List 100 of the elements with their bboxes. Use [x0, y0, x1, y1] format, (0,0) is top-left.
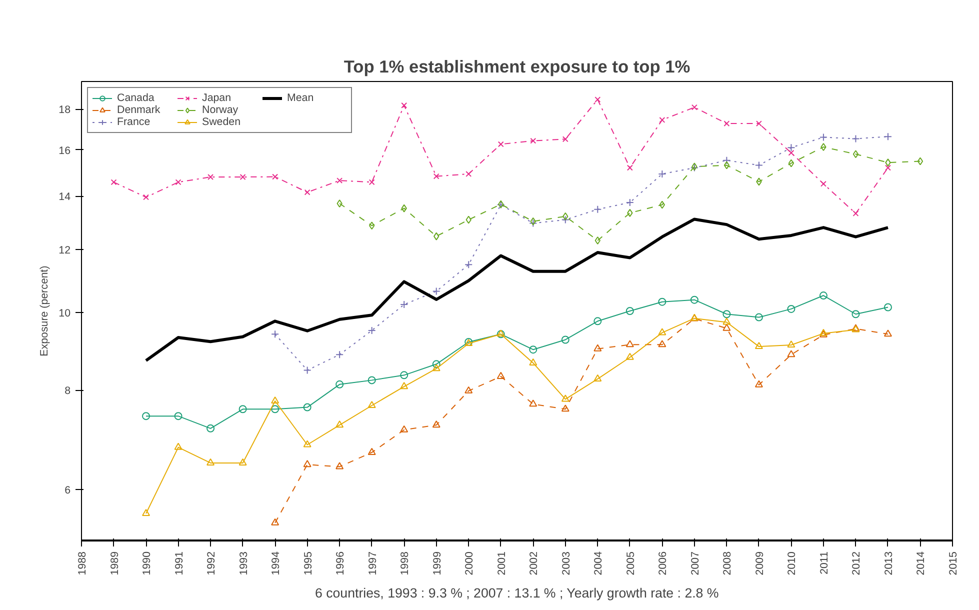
- point: [658, 170, 666, 178]
- point: [466, 216, 472, 224]
- point: [174, 442, 182, 450]
- x-tick-label: 1995: [302, 551, 314, 576]
- point: [819, 133, 828, 142]
- x-tick-label: 2015: [948, 551, 960, 576]
- point: [562, 136, 568, 142]
- point: [529, 346, 538, 354]
- point: [562, 212, 568, 220]
- point: [272, 174, 278, 180]
- x-tick-label: 1998: [399, 551, 412, 576]
- point: [368, 448, 376, 455]
- point: [722, 156, 731, 164]
- point: [561, 394, 570, 402]
- point: [852, 134, 860, 143]
- point: [756, 120, 762, 127]
- point: [336, 350, 344, 359]
- x-tick-label: 2013: [882, 551, 895, 576]
- point: [336, 380, 344, 388]
- legend-label: France: [117, 116, 152, 128]
- point: [368, 326, 376, 334]
- point: [368, 376, 376, 384]
- x-tick-label: 1997: [366, 551, 379, 576]
- point: [432, 420, 440, 428]
- chart-title: Top 1% establishment exposure to top 1%: [344, 56, 690, 76]
- point: [271, 396, 280, 404]
- point: [206, 458, 215, 466]
- point: [884, 330, 892, 337]
- point: [368, 179, 375, 186]
- x-tick-label: 1993: [238, 551, 250, 576]
- point: [206, 424, 215, 432]
- legend-label: Japan: [202, 92, 232, 104]
- point: [788, 159, 794, 168]
- point: [820, 142, 826, 151]
- point: [143, 194, 149, 200]
- point: [820, 180, 826, 187]
- point: [304, 189, 310, 196]
- y-axis-title: Exposure (percent): [38, 266, 51, 356]
- x-tick-label: 1990: [141, 551, 154, 576]
- point: [626, 307, 634, 316]
- point: [271, 518, 280, 526]
- point: [658, 328, 666, 336]
- point: [303, 403, 312, 412]
- point: [594, 317, 602, 326]
- point: [336, 462, 344, 470]
- point: [336, 178, 343, 184]
- point: [722, 318, 731, 325]
- y-tick-label: 12: [58, 244, 71, 257]
- point: [432, 364, 440, 372]
- point: [594, 205, 602, 214]
- point: [852, 310, 860, 318]
- point: [561, 404, 570, 412]
- point: [787, 350, 796, 358]
- point: [594, 344, 602, 352]
- point: [819, 292, 828, 300]
- x-tick-label: 2011: [818, 551, 830, 574]
- point: [594, 374, 602, 382]
- point: [110, 179, 117, 186]
- point: [432, 287, 440, 296]
- point: [754, 313, 763, 322]
- x-tick-label: 2005: [624, 551, 637, 576]
- point: [756, 178, 762, 186]
- point: [754, 342, 763, 350]
- y-tick-label: 16: [58, 145, 71, 157]
- point: [852, 150, 859, 158]
- point: [529, 358, 538, 366]
- x-tick-label: 1994: [270, 551, 282, 576]
- legend-label: Denmark: [117, 104, 162, 116]
- point: [691, 104, 698, 110]
- point: [787, 340, 796, 348]
- x-tick-label: 2009: [754, 551, 766, 576]
- legend-label: Norway: [202, 104, 240, 116]
- point: [659, 116, 666, 123]
- x-tick-label: 1999: [431, 551, 444, 576]
- line-series: [144, 218, 890, 362]
- point: [659, 200, 665, 209]
- x-tick-label: 2007: [689, 551, 702, 576]
- point: [724, 161, 730, 170]
- legend-label: Mean: [287, 92, 315, 104]
- point: [754, 161, 763, 170]
- y-tick-label: 14: [58, 191, 71, 204]
- point: [594, 96, 601, 103]
- point: [142, 508, 150, 516]
- x-tick-label: 2003: [560, 551, 572, 576]
- y-tick-label: 8: [64, 385, 71, 398]
- point: [175, 179, 182, 186]
- point: [884, 132, 892, 141]
- point: [626, 198, 634, 206]
- point: [174, 412, 182, 420]
- point: [400, 371, 408, 380]
- point: [626, 340, 634, 348]
- x-tick-label: 1989: [108, 551, 121, 576]
- point: [658, 340, 666, 348]
- point: [498, 141, 504, 148]
- x-tick-label: 2004: [592, 551, 605, 576]
- point: [336, 420, 344, 428]
- point: [722, 310, 731, 318]
- text: 6 countries, 1993 : 9.3 % ; 2007 : 13.1 % ; Yearly growth rate : 2.8 %: [314, 586, 719, 600]
- point: [626, 352, 634, 360]
- point: [724, 120, 730, 127]
